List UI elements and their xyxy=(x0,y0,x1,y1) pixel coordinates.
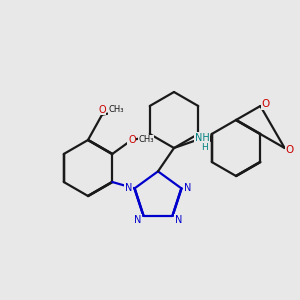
Text: CH₃: CH₃ xyxy=(108,105,124,114)
Text: N: N xyxy=(184,183,191,194)
Text: H: H xyxy=(201,142,207,152)
Text: N: N xyxy=(175,215,182,225)
Text: N: N xyxy=(134,215,141,225)
Text: CH₃: CH₃ xyxy=(138,136,154,145)
Text: O: O xyxy=(261,99,269,109)
Text: O: O xyxy=(98,105,106,115)
Text: O: O xyxy=(128,135,136,145)
Text: N: N xyxy=(125,183,132,194)
Text: O: O xyxy=(286,145,294,155)
Text: NH: NH xyxy=(195,133,209,143)
